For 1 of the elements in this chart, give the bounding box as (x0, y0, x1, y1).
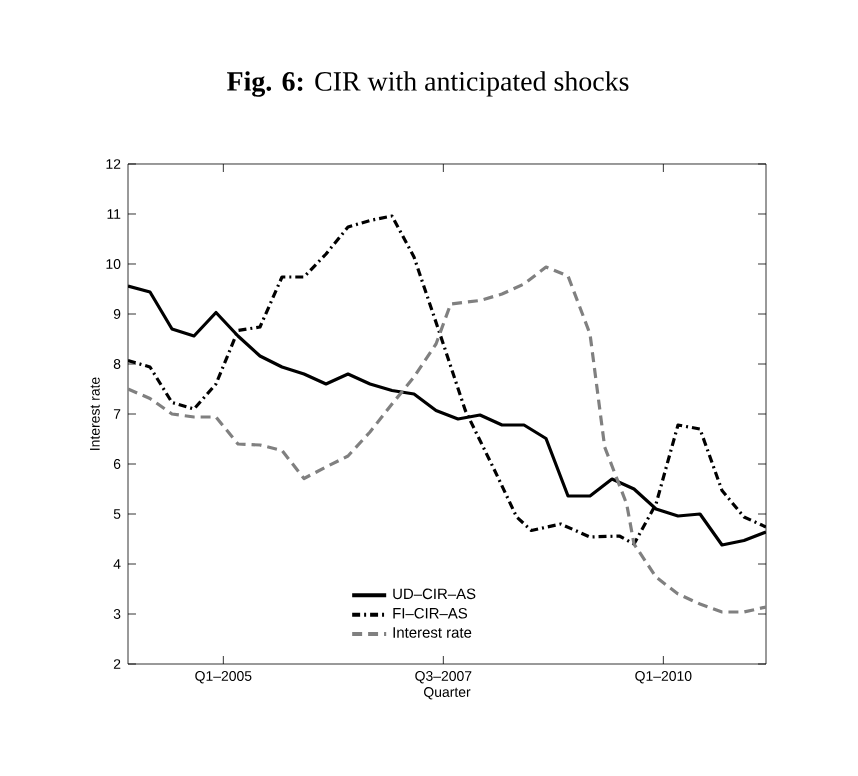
chart-title: Fig. 6: CIR with anticipated shocks (227, 71, 629, 97)
